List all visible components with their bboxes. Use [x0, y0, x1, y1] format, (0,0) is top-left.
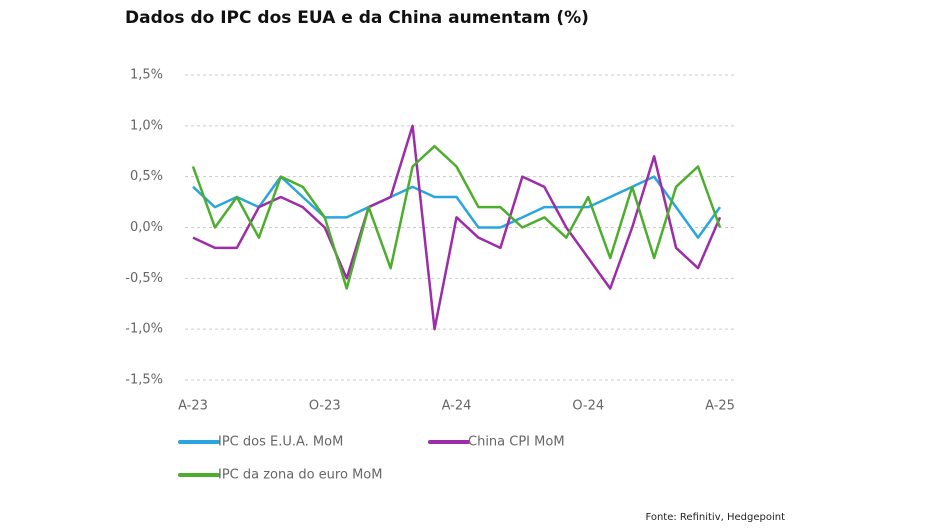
x-tick-label: O-24: [572, 399, 604, 414]
y-tick-label: 0,5%: [130, 169, 163, 184]
series-line: [192, 124, 722, 331]
legend-label: China CPI MoM: [468, 435, 565, 450]
series-line: [191, 144, 722, 290]
y-tick-label: 1,5%: [130, 68, 163, 83]
x-tick-label: A-25: [705, 399, 735, 414]
y-tick-label: 0,0%: [130, 220, 163, 235]
x-tick-label: A-23: [178, 399, 208, 414]
legend-label: IPC da zona do euro MoM: [218, 468, 382, 483]
series-line: [192, 175, 722, 239]
chart-title: Dados do IPC dos EUA e da China aumentam…: [125, 8, 589, 28]
y-tick-label: -0,5%: [125, 271, 163, 286]
y-tick-label: -1,0%: [125, 322, 163, 337]
x-tick-label: O-23: [309, 399, 341, 414]
source: Fonte: Refinitiv, Hedgepoint: [645, 512, 785, 523]
x-tick-label: A-24: [442, 399, 472, 414]
legend-label: IPC dos E.U.A. MoM: [218, 435, 343, 450]
y-tick-label: 1,0%: [130, 118, 163, 133]
y-tick-label: -1,5%: [125, 373, 163, 388]
